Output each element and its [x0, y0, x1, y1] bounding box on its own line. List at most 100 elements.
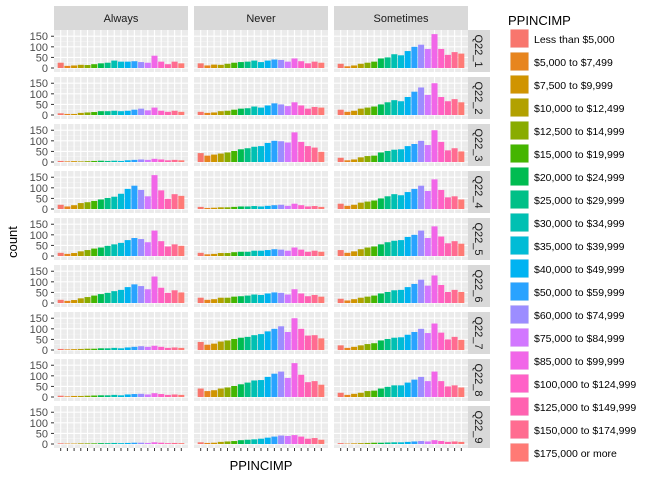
bar-q22_2-never-12 [271, 103, 278, 115]
bar-q22_2-always-5 [84, 112, 91, 115]
bar-q22_6-never-11 [264, 293, 271, 303]
bar-q22_8-sometimes-5 [364, 391, 371, 397]
bar-q22_2-sometimes-13 [418, 87, 425, 115]
bar-q22_7-never-11 [264, 331, 271, 350]
bar-q22_6-always-16 [158, 287, 165, 303]
bar-q22_4-always-3 [71, 205, 78, 209]
legend-label: $15,000 to $19,999 [534, 149, 625, 161]
bar-q22_9-always-6 [91, 443, 98, 444]
bar-q22_6-never-5 [224, 297, 231, 303]
bar-q22_4-always-1 [57, 204, 64, 209]
bar-q22_3-never-2 [204, 155, 211, 162]
bar-q22_3-always-8 [104, 160, 111, 162]
legend-label: $125,000 to $149,999 [534, 402, 636, 414]
y-tick-label: 50 [36, 240, 48, 252]
bar-q22_1-sometimes-17 [444, 54, 451, 68]
bar-q22_3-sometimes-10 [397, 149, 405, 162]
bar-q22_6-never-15 [291, 289, 298, 303]
bar-q22_5-sometimes-2 [344, 252, 351, 256]
bar-q22_1-sometimes-2 [344, 66, 351, 68]
bar-q22_2-sometimes-19 [458, 102, 465, 115]
bar-q22_9-always-14 [144, 442, 151, 444]
bar-q22_1-always-10 [117, 61, 125, 68]
bar-q22_4-always-17 [164, 198, 171, 209]
bar-q22_5-never-9 [251, 250, 258, 256]
bar-q22_4-sometimes-17 [444, 197, 451, 209]
bar-q22_9-sometimes-5 [364, 442, 371, 444]
bar-q22_1-never-10 [257, 62, 265, 68]
bar-q22_8-never-15 [291, 363, 298, 397]
bar-q22_4-always-11 [124, 188, 131, 209]
bar-q22_6-never-1 [197, 297, 204, 303]
bar-q22_2-always-17 [164, 111, 171, 115]
bar-q22_7-sometimes-18 [451, 336, 458, 350]
bar-q22_7-sometimes-4 [357, 345, 364, 350]
bar-q22_5-never-5 [224, 253, 231, 256]
bar-q22_4-never-16 [298, 205, 305, 209]
bar-q22_1-sometimes-9 [391, 54, 398, 68]
bar-q22_6-sometimes-19 [458, 291, 465, 303]
bar-q22_6-never-17 [304, 296, 311, 303]
bar-q22_8-sometimes-15 [431, 371, 438, 397]
bar-q22_3-always-6 [91, 160, 98, 162]
bar-q22_6-sometimes-4 [357, 297, 364, 303]
bar-q22_3-always-5 [84, 161, 91, 162]
bar-q22_8-sometimes-7 [377, 388, 384, 397]
bar-q22_5-never-3 [211, 253, 218, 256]
bar-q22_3-always-13 [138, 159, 145, 162]
bar-q22_4-never-19 [318, 206, 325, 209]
bar-q22_8-always-13 [138, 393, 145, 397]
bar-q22_7-never-3 [211, 343, 218, 350]
bar-q22_6-never-3 [211, 299, 218, 303]
legend-swatch [510, 236, 529, 255]
panel-q22_1-never [194, 30, 328, 72]
bar-q22_7-always-10 [117, 348, 125, 350]
bar-q22_7-always-16 [158, 346, 165, 350]
bar-q22_8-always-5 [84, 395, 91, 397]
bar-q22_1-never-14 [284, 61, 291, 68]
bar-q22_5-never-15 [291, 247, 298, 256]
bar-q22_4-always-10 [117, 193, 125, 209]
bar-q22_5-always-16 [158, 241, 165, 256]
bar-q22_8-sometimes-17 [444, 386, 451, 397]
bar-q22_7-sometimes-15 [431, 323, 438, 350]
legend-swatch [510, 328, 529, 347]
bar-q22_7-always-17 [164, 347, 171, 350]
bar-q22_1-sometimes-18 [451, 52, 458, 68]
bar-q22_1-never-11 [264, 60, 271, 68]
legend-label: $50,000 to $59,999 [534, 287, 625, 299]
bar-q22_5-never-1 [197, 252, 204, 256]
bar-q22_3-never-8 [244, 148, 251, 162]
bar-q22_9-always-7 [97, 443, 104, 444]
bar-q22_8-sometimes-1 [337, 392, 344, 397]
panel-q22_5-never [194, 218, 328, 260]
bar-q22_5-sometimes-13 [418, 230, 425, 256]
bar-q22_1-sometimes-1 [337, 63, 344, 68]
legend: PPINCIMP Less than $5,000 $5,000 to $7,49… [508, 13, 636, 462]
bar-q22_5-always-11 [124, 240, 131, 256]
bar-q22_1-always-17 [164, 64, 171, 68]
column-strip-always: Always [54, 6, 188, 30]
bar-q22_3-sometimes-9 [391, 149, 398, 162]
bar-q22_5-always-14 [144, 242, 151, 256]
bar-q22_8-sometimes-8 [384, 386, 391, 397]
bar-q22_5-always-8 [104, 245, 111, 256]
bar-q22_2-sometimes-3 [351, 110, 358, 115]
panel-q22_2-sometimes [334, 77, 468, 119]
bar-q22_1-never-13 [278, 59, 285, 68]
panel-q22_3-sometimes [334, 124, 468, 166]
bar-q22_1-never-6 [231, 62, 238, 68]
bar-q22_1-never-8 [244, 61, 251, 68]
bar-q22_9-always-12 [131, 442, 138, 444]
row-strip-bg [468, 359, 490, 401]
bar-q22_1-never-2 [204, 65, 211, 68]
bar-q22_4-sometimes-12 [411, 188, 418, 209]
row-strip-bg [468, 265, 490, 307]
bar-q22_2-always-10 [117, 111, 125, 115]
y-tick-label: 150 [30, 78, 48, 90]
bar-q22_9-never-10 [257, 438, 265, 444]
bar-q22_7-never-15 [291, 318, 298, 350]
bar-q22_9-sometimes-6 [371, 442, 378, 444]
column-strip-label: Sometimes [373, 13, 429, 25]
legend-item: $7,500 to $9,999 [510, 75, 613, 94]
